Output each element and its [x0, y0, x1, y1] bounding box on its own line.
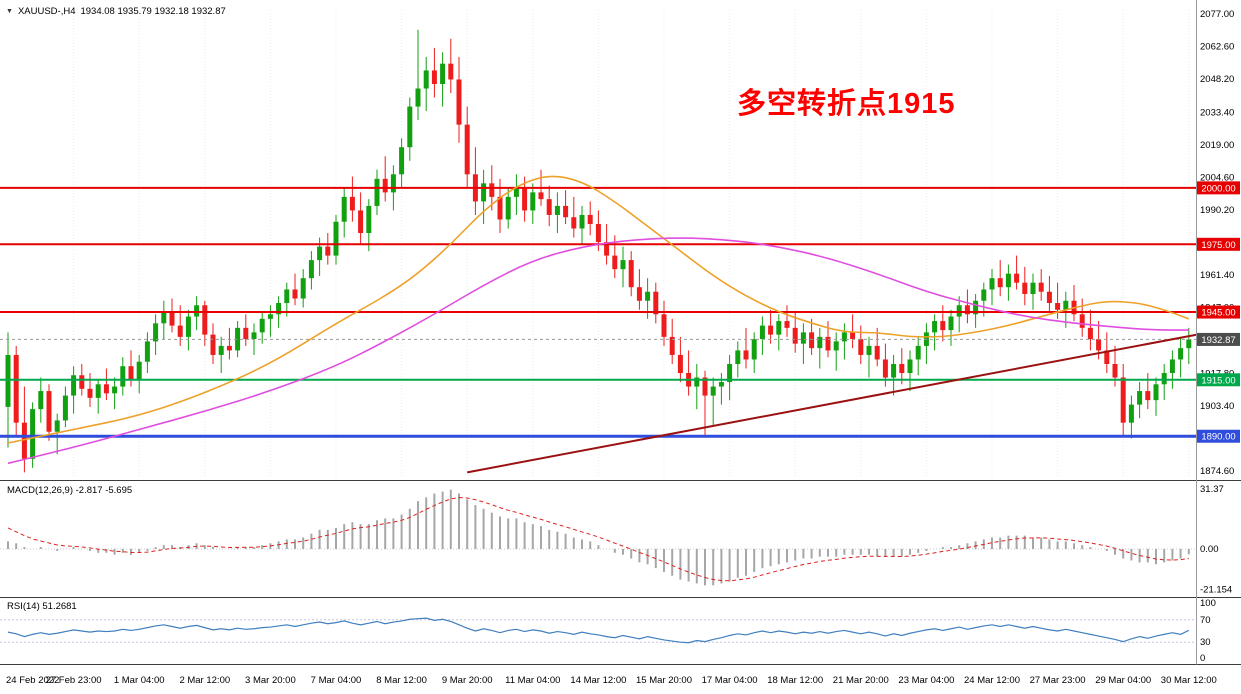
- ma-fast-orange: [7, 175, 1190, 444]
- macd-name: MACD(12,26,9): [7, 485, 73, 496]
- svg-text:1961.40: 1961.40: [1200, 270, 1234, 281]
- svg-text:2004.60: 2004.60: [1200, 172, 1234, 183]
- macd-signal-line: [7, 497, 1189, 582]
- price-badges: 2000.00 1975.00 1945.00 1915.00 1890.00 1932.…: [1197, 181, 1240, 443]
- svg-text:27 Mar 23:00: 27 Mar 23:00: [1030, 675, 1086, 686]
- symbol-info-bar: ▼ XAUUSD-,H4 1934.08 1935.79 1932.18 193…: [6, 6, 226, 17]
- svg-text:18 Mar 12:00: 18 Mar 12:00: [767, 675, 823, 686]
- ma-slow-magenta: [7, 237, 1189, 465]
- rsi-name: RSI(14): [7, 601, 40, 612]
- svg-text:2033.40: 2033.40: [1200, 107, 1234, 118]
- svg-text:17 Mar 04:00: 17 Mar 04:00: [702, 675, 758, 686]
- ohlc-quote: 1934.08 1935.79 1932.18 1932.87: [80, 6, 226, 17]
- svg-text:2000.00: 2000.00: [1201, 183, 1235, 194]
- svg-text:9 Mar 20:00: 9 Mar 20:00: [442, 675, 493, 686]
- trendline: [467, 333, 1198, 474]
- svg-text:15 Mar 20:00: 15 Mar 20:00: [636, 675, 692, 686]
- macd-indicator-label: MACD(12,26,9) -2.817 -5.695: [7, 485, 132, 496]
- rsi-indicator-label: RSI(14) 51.2681: [7, 601, 77, 612]
- svg-text:70: 70: [1200, 615, 1211, 626]
- symbol-timeframe: XAUUSD-,H4: [17, 6, 76, 17]
- svg-text:21 Mar 20:00: 21 Mar 20:00: [833, 675, 889, 686]
- svg-text:31.37: 31.37: [1200, 484, 1224, 495]
- svg-text:1932.87: 1932.87: [1201, 335, 1235, 346]
- svg-text:1915.00: 1915.00: [1201, 375, 1235, 386]
- dropdown-arrow-icon[interactable]: ▼: [6, 8, 13, 15]
- svg-text:11 Mar 04:00: 11 Mar 04:00: [505, 675, 560, 686]
- svg-text:0.00: 0.00: [1200, 544, 1219, 555]
- svg-text:1903.40: 1903.40: [1200, 401, 1234, 412]
- svg-text:1990.20: 1990.20: [1200, 205, 1234, 216]
- macd-panel: 31.37 0.00 -21.154: [0, 484, 1232, 595]
- svg-text:30: 30: [1200, 637, 1211, 648]
- rsi-value: 51.2681: [42, 601, 77, 612]
- svg-text:14 Mar 12:00: 14 Mar 12:00: [570, 675, 626, 686]
- svg-text:2077.00: 2077.00: [1200, 9, 1234, 20]
- svg-text:8 Mar 12:00: 8 Mar 12:00: [376, 675, 427, 686]
- svg-text:1890.00: 1890.00: [1201, 432, 1235, 443]
- candlesticks: [5, 29, 1192, 473]
- svg-text:3 Mar 20:00: 3 Mar 20:00: [245, 675, 296, 686]
- svg-text:24 Feb 2022: 24 Feb 2022: [6, 675, 59, 686]
- svg-text:1874.60: 1874.60: [1200, 466, 1234, 477]
- rsi-panel: 100 70 30 0: [0, 598, 1216, 664]
- chart-annotation[interactable]: 多空转折点1915: [737, 88, 956, 120]
- svg-text:24 Mar 12:00: 24 Mar 12:00: [964, 675, 1020, 686]
- svg-text:7 Mar 04:00: 7 Mar 04:00: [311, 675, 362, 686]
- svg-text:0: 0: [1200, 653, 1205, 664]
- svg-text:100: 100: [1200, 598, 1216, 609]
- svg-text:1975.00: 1975.00: [1201, 240, 1235, 251]
- svg-text:2 Mar 12:00: 2 Mar 12:00: [179, 675, 230, 686]
- svg-text:30 Mar 12:00: 30 Mar 12:00: [1161, 675, 1217, 686]
- svg-text:2048.20: 2048.20: [1200, 74, 1234, 85]
- svg-text:1 Mar 04:00: 1 Mar 04:00: [114, 675, 165, 686]
- panel-separators: [0, 0, 1241, 665]
- macd-values: -2.817 -5.695: [75, 485, 133, 496]
- svg-text:23 Mar 04:00: 23 Mar 04:00: [898, 675, 954, 686]
- svg-text:27 Feb 23:00: 27 Feb 23:00: [46, 675, 102, 686]
- overlay-lines: [7, 175, 1198, 474]
- svg-text:29 Mar 04:00: 29 Mar 04:00: [1095, 675, 1151, 686]
- svg-text:2062.60: 2062.60: [1200, 42, 1234, 53]
- svg-text:2019.00: 2019.00: [1200, 140, 1234, 151]
- svg-text:1945.00: 1945.00: [1201, 308, 1235, 319]
- svg-text:-21.154: -21.154: [1200, 584, 1232, 595]
- rsi-line: [7, 617, 1190, 644]
